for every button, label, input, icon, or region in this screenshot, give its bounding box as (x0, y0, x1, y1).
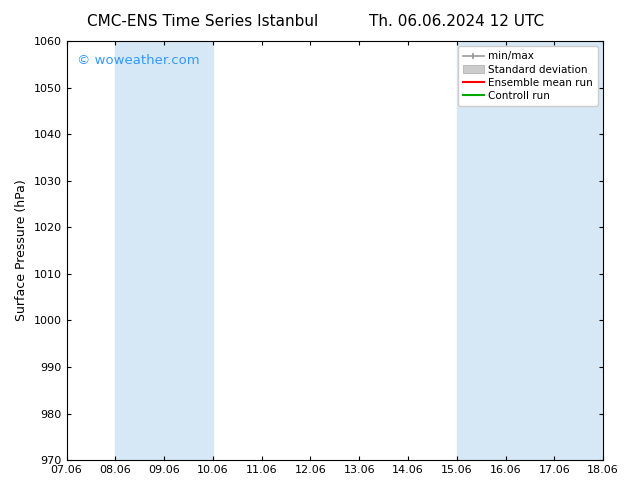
Text: CMC-ENS Time Series Istanbul: CMC-ENS Time Series Istanbul (87, 14, 318, 29)
Text: Th. 06.06.2024 12 UTC: Th. 06.06.2024 12 UTC (369, 14, 544, 29)
Bar (456, 41, 554, 460)
Bar (115, 41, 213, 460)
Y-axis label: Surface Pressure (hPa): Surface Pressure (hPa) (15, 180, 28, 321)
Text: © woweather.com: © woweather.com (77, 53, 200, 67)
Legend: min/max, Standard deviation, Ensemble mean run, Controll run: min/max, Standard deviation, Ensemble me… (458, 46, 598, 106)
Bar (554, 41, 603, 460)
